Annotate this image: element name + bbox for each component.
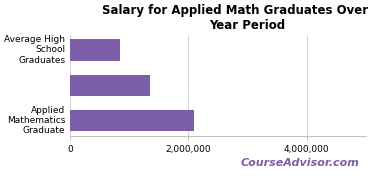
Bar bbox=[70, 110, 194, 131]
Bar bbox=[70, 39, 120, 60]
Title: Salary for Applied Math Graduates Over 20-
Year Period: Salary for Applied Math Graduates Over 2… bbox=[102, 4, 370, 32]
Text: CourseAdvisor.com: CourseAdvisor.com bbox=[241, 158, 360, 168]
Bar bbox=[70, 75, 150, 96]
